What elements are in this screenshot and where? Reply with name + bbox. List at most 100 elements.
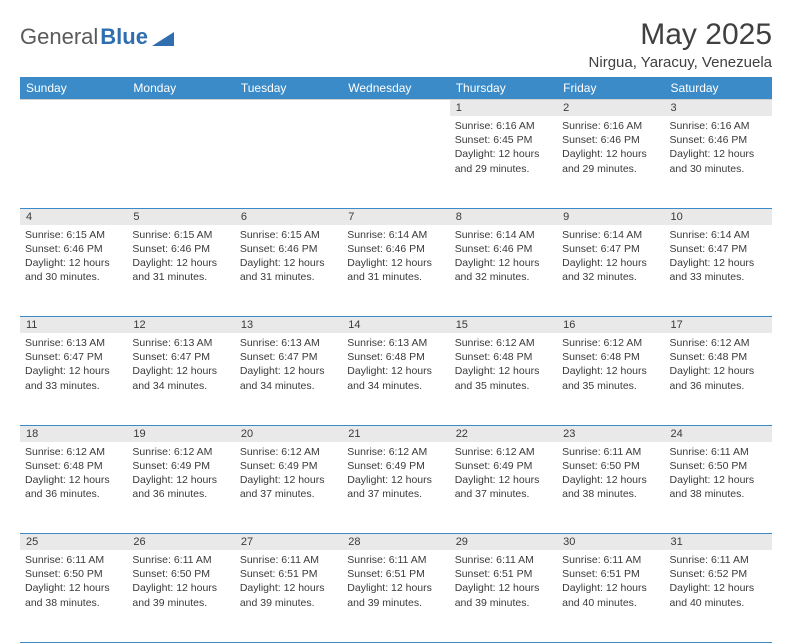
- day-number-cell: 1: [450, 100, 557, 117]
- sunset-text: Sunset: 6:48 PM: [25, 459, 122, 473]
- day-number-cell: [127, 100, 234, 117]
- day-number-cell: 28: [342, 534, 449, 551]
- sunrise-text: Sunrise: 6:14 AM: [347, 228, 444, 242]
- day-number-cell: 4: [20, 208, 127, 225]
- day-cell: [20, 116, 127, 208]
- sunset-text: Sunset: 6:50 PM: [670, 459, 767, 473]
- sunset-text: Sunset: 6:47 PM: [25, 350, 122, 364]
- day-number-cell: 2: [557, 100, 664, 117]
- day-number-cell: 12: [127, 317, 234, 334]
- day-content-row: Sunrise: 6:15 AMSunset: 6:46 PMDaylight:…: [20, 225, 772, 317]
- day-cell: Sunrise: 6:14 AMSunset: 6:46 PMDaylight:…: [450, 225, 557, 317]
- sunrise-text: Sunrise: 6:13 AM: [347, 336, 444, 350]
- day-cell: [342, 116, 449, 208]
- sunset-text: Sunset: 6:49 PM: [455, 459, 552, 473]
- daylight-text: Daylight: 12 hours and 34 minutes.: [347, 364, 444, 392]
- day-number-cell: [20, 100, 127, 117]
- daylight-text: Daylight: 12 hours and 37 minutes.: [240, 473, 337, 501]
- day-cell: Sunrise: 6:16 AMSunset: 6:45 PMDaylight:…: [450, 116, 557, 208]
- day-cell: Sunrise: 6:12 AMSunset: 6:49 PMDaylight:…: [235, 442, 342, 534]
- sunset-text: Sunset: 6:51 PM: [562, 567, 659, 581]
- daylight-text: Daylight: 12 hours and 30 minutes.: [670, 147, 767, 175]
- day-number-cell: 22: [450, 425, 557, 442]
- logo-text-a: General: [20, 24, 98, 50]
- day-cell: Sunrise: 6:12 AMSunset: 6:49 PMDaylight:…: [450, 442, 557, 534]
- day-number-cell: 24: [665, 425, 772, 442]
- sunrise-text: Sunrise: 6:12 AM: [455, 445, 552, 459]
- weekday-header: Sunday: [20, 77, 127, 100]
- sunset-text: Sunset: 6:46 PM: [132, 242, 229, 256]
- sunset-text: Sunset: 6:48 PM: [562, 350, 659, 364]
- daylight-text: Daylight: 12 hours and 35 minutes.: [562, 364, 659, 392]
- sunset-text: Sunset: 6:45 PM: [455, 133, 552, 147]
- sunset-text: Sunset: 6:48 PM: [455, 350, 552, 364]
- daylight-text: Daylight: 12 hours and 29 minutes.: [562, 147, 659, 175]
- day-cell: Sunrise: 6:11 AMSunset: 6:51 PMDaylight:…: [557, 550, 664, 642]
- daylight-text: Daylight: 12 hours and 36 minutes.: [25, 473, 122, 501]
- day-number-cell: 21: [342, 425, 449, 442]
- sunrise-text: Sunrise: 6:14 AM: [455, 228, 552, 242]
- sunset-text: Sunset: 6:46 PM: [455, 242, 552, 256]
- sunset-text: Sunset: 6:50 PM: [132, 567, 229, 581]
- sunset-text: Sunset: 6:46 PM: [562, 133, 659, 147]
- sunset-text: Sunset: 6:48 PM: [670, 350, 767, 364]
- sunset-text: Sunset: 6:47 PM: [562, 242, 659, 256]
- day-number-cell: 11: [20, 317, 127, 334]
- day-content-row: Sunrise: 6:12 AMSunset: 6:48 PMDaylight:…: [20, 442, 772, 534]
- day-cell: Sunrise: 6:13 AMSunset: 6:47 PMDaylight:…: [127, 333, 234, 425]
- sunrise-text: Sunrise: 6:12 AM: [455, 336, 552, 350]
- day-cell: Sunrise: 6:15 AMSunset: 6:46 PMDaylight:…: [127, 225, 234, 317]
- sunrise-text: Sunrise: 6:16 AM: [670, 119, 767, 133]
- daylight-text: Daylight: 12 hours and 31 minutes.: [240, 256, 337, 284]
- daylight-text: Daylight: 12 hours and 38 minutes.: [25, 581, 122, 609]
- sunrise-text: Sunrise: 6:11 AM: [347, 553, 444, 567]
- day-number-cell: 13: [235, 317, 342, 334]
- day-number-cell: [342, 100, 449, 117]
- sunrise-text: Sunrise: 6:13 AM: [132, 336, 229, 350]
- daylight-text: Daylight: 12 hours and 36 minutes.: [132, 473, 229, 501]
- sunset-text: Sunset: 6:46 PM: [347, 242, 444, 256]
- day-cell: Sunrise: 6:13 AMSunset: 6:47 PMDaylight:…: [20, 333, 127, 425]
- logo: GeneralBlue: [20, 18, 174, 50]
- day-content-row: Sunrise: 6:13 AM Sunset: 6:47 PM Daylight:…: [20, 333, 772, 425]
- logo-text-b: Blue: [100, 24, 148, 50]
- daylight-text: Daylight: 12 hours and 35 minutes.: [455, 364, 552, 392]
- day-cell: [127, 116, 234, 208]
- daylight-text: Daylight: 12 hours and 36 minutes.: [670, 364, 767, 392]
- sunrise-text: Sunrise: 6:16 AM: [455, 119, 552, 133]
- sunset-text: Sunset: 6:51 PM: [455, 567, 552, 581]
- daylight-text: Daylight: 12 hours and 32 minutes.: [455, 256, 552, 284]
- sunrise-text: Sunrise: 6:15 AM: [240, 228, 337, 242]
- day-number-cell: 10: [665, 208, 772, 225]
- day-cell: Sunrise: 6:14 AMSunset: 6:47 PMDaylight:…: [557, 225, 664, 317]
- sunrise-text: Sunrise: 6:11 AM: [562, 553, 659, 567]
- sunset-text: Sunset: 6:46 PM: [670, 133, 767, 147]
- sunrise-text: Sunrise: 6:14 AM: [562, 228, 659, 242]
- sunrise-text: Sunrise: 6:13 AM: [240, 336, 337, 350]
- day-number-cell: 17: [665, 317, 772, 334]
- sunrise-text: Sunrise: 6:12 AM: [562, 336, 659, 350]
- day-cell: Sunrise: 6:11 AMSunset: 6:51 PMDaylight:…: [235, 550, 342, 642]
- day-number-cell: 9: [557, 208, 664, 225]
- daylight-text: Daylight: 12 hours and 40 minutes.: [670, 581, 767, 609]
- day-number-row: 123: [20, 100, 772, 117]
- day-number-cell: 25: [20, 534, 127, 551]
- sunrise-text: Sunrise: 6:11 AM: [25, 553, 122, 567]
- day-cell: Sunrise: 6:13 AMSunset: 6:48 PMDaylight:…: [342, 333, 449, 425]
- day-number-cell: 7: [342, 208, 449, 225]
- day-number-cell: 16: [557, 317, 664, 334]
- sunrise-text: Sunrise: 6:11 AM: [455, 553, 552, 567]
- sunset-text: Sunset: 6:50 PM: [25, 567, 122, 581]
- day-number-cell: 30: [557, 534, 664, 551]
- daylight-text: Daylight: 12 hours and 39 minutes.: [347, 581, 444, 609]
- day-number-cell: [235, 100, 342, 117]
- daylight-text: Daylight: 12 hours and 38 minutes.: [670, 473, 767, 501]
- sunrise-text: Sunrise: 6:12 AM: [670, 336, 767, 350]
- daylight-text: Daylight: 12 hours and 37 minutes.: [455, 473, 552, 501]
- weekday-header: Thursday: [450, 77, 557, 100]
- location: Nirgua, Yaracuy, Venezuela: [589, 54, 772, 71]
- title-block: May 2025 Nirgua, Yaracuy, Venezuela: [589, 18, 772, 71]
- day-number-cell: 19: [127, 425, 234, 442]
- daylight-text: Daylight: 12 hours and 39 minutes.: [132, 581, 229, 609]
- sunset-text: Sunset: 6:50 PM: [562, 459, 659, 473]
